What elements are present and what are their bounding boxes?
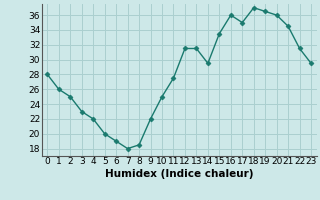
X-axis label: Humidex (Indice chaleur): Humidex (Indice chaleur) [105,169,253,179]
